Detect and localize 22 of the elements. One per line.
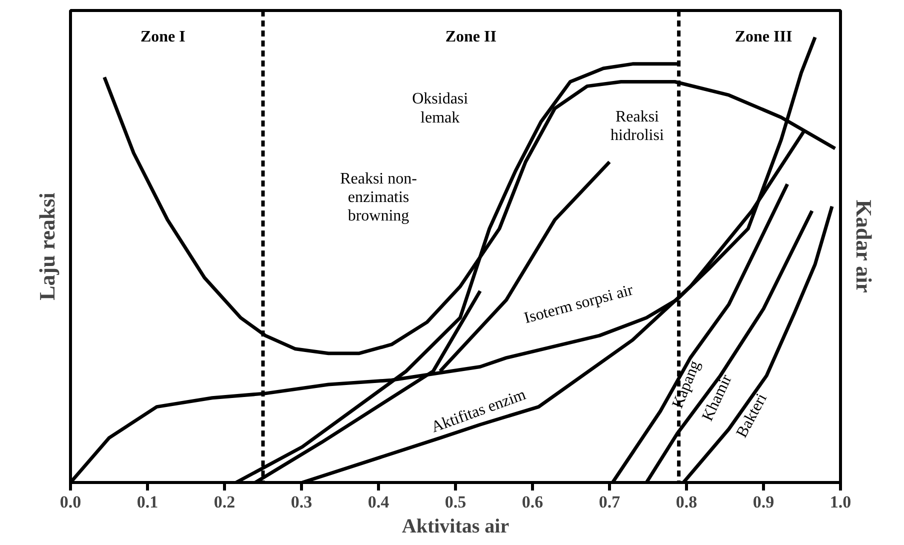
annotation: Reaksi hidrolisi: [610, 108, 664, 144]
annotation: Oksidasi lemak: [412, 90, 469, 126]
x-tick-label: 0.3: [290, 492, 312, 512]
x-tick-label: 0.9: [752, 492, 774, 512]
x-tick-label: 0.4: [368, 492, 390, 512]
y-axis-title: Laju reaksi: [34, 192, 60, 300]
x-tick-label: 0.7: [598, 492, 621, 512]
annotation: Reaksi non- enzimatis browning: [340, 170, 417, 225]
annotation: Zone III: [734, 28, 792, 46]
x-tick-label: 0.8: [676, 492, 698, 512]
x-tick-label: 0.5: [444, 492, 466, 512]
x-tick-label: 0.6: [522, 492, 544, 512]
x-axis-title: Aktivitas air: [402, 516, 510, 538]
y2-axis-title: Kadar air: [852, 200, 876, 294]
x-tick-label: 0.0: [60, 492, 82, 512]
annotation: Isoterm sorpsi air: [522, 282, 636, 328]
x-tick-label: 0.1: [136, 492, 158, 512]
x-tick-label: 0.2: [214, 492, 236, 512]
annotation: Zone I: [140, 28, 186, 46]
x-tick-label: 1.0: [830, 492, 852, 512]
annotation: Aktifitas enzim: [429, 386, 529, 436]
annotation: Zone II: [445, 28, 496, 46]
